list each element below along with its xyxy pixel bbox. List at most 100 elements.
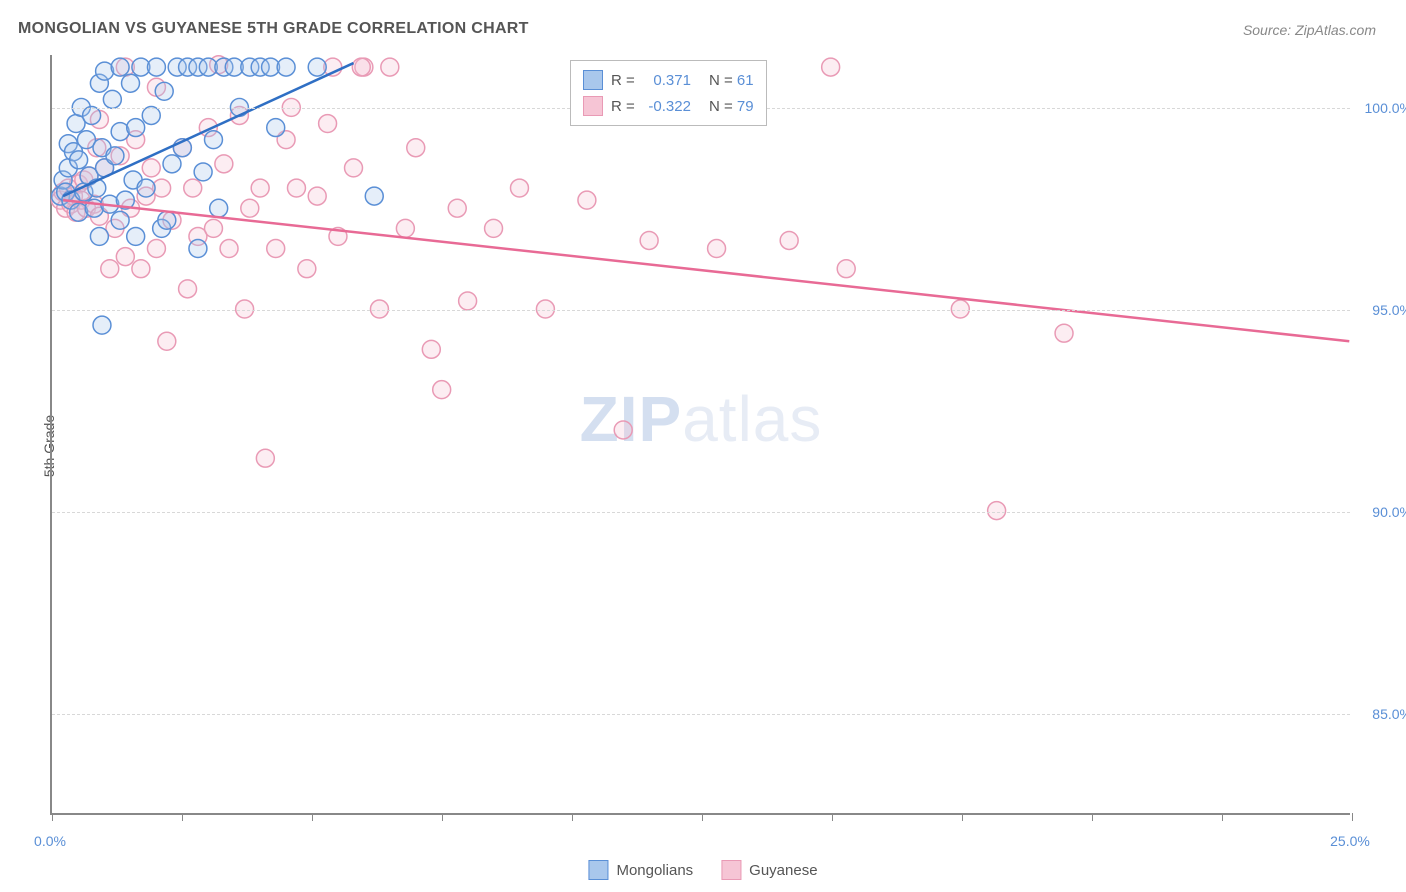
- data-point: [127, 227, 145, 245]
- data-point: [241, 199, 259, 217]
- data-point: [407, 139, 425, 157]
- data-point: [142, 107, 160, 125]
- x-tick-label: 25.0%: [1330, 833, 1370, 849]
- data-point: [90, 227, 108, 245]
- data-point: [111, 211, 129, 229]
- data-point: [184, 179, 202, 197]
- data-point: [422, 340, 440, 358]
- data-point: [205, 131, 223, 149]
- x-tick: [52, 813, 53, 821]
- data-point: [93, 316, 111, 334]
- data-point: [155, 82, 173, 100]
- data-point: [116, 248, 134, 266]
- data-point: [251, 179, 269, 197]
- data-point: [277, 58, 295, 76]
- x-tick: [442, 813, 443, 821]
- x-tick: [1092, 813, 1093, 821]
- plot-svg: [52, 55, 1350, 813]
- trend-line: [63, 200, 1349, 341]
- stats-legend: R = 0.371 N = 61 R = -0.322 N = 79: [570, 60, 767, 126]
- x-tick: [572, 813, 573, 821]
- data-point: [352, 58, 370, 76]
- x-tick-label: 0.0%: [34, 833, 66, 849]
- data-point: [147, 58, 165, 76]
- legend-row: R = -0.322 N = 79: [583, 93, 754, 119]
- x-tick: [702, 813, 703, 821]
- data-point: [511, 179, 529, 197]
- y-tick-label: 90.0%: [1372, 504, 1406, 520]
- data-point: [708, 240, 726, 258]
- grid-line: [52, 512, 1350, 513]
- grid-line: [52, 714, 1350, 715]
- x-tick: [1222, 813, 1223, 821]
- data-point: [142, 159, 160, 177]
- data-point: [433, 381, 451, 399]
- grid-line: [52, 310, 1350, 311]
- data-point: [256, 449, 274, 467]
- legend-row: R = 0.371 N = 61: [583, 67, 754, 93]
- data-point: [210, 199, 228, 217]
- data-point: [70, 151, 88, 169]
- data-point: [822, 58, 840, 76]
- data-point: [267, 240, 285, 258]
- x-tick: [832, 813, 833, 821]
- data-point: [459, 292, 477, 310]
- data-point: [194, 163, 212, 181]
- x-tick: [182, 813, 183, 821]
- data-point: [220, 240, 238, 258]
- data-point: [101, 260, 119, 278]
- legend-swatch: [583, 70, 603, 90]
- source-label: Source: ZipAtlas.com: [1243, 22, 1376, 38]
- data-point: [132, 260, 150, 278]
- data-point: [1055, 324, 1073, 342]
- data-point: [158, 211, 176, 229]
- chart-title: MONGOLIAN VS GUYANESE 5TH GRADE CORRELAT…: [18, 20, 529, 38]
- data-point: [103, 90, 121, 108]
- plot-area: ZIPatlas 85.0%90.0%95.0%100.0%: [50, 55, 1350, 815]
- data-point: [163, 155, 181, 173]
- data-point: [345, 159, 363, 177]
- data-point: [448, 199, 466, 217]
- bottom-legend-label: Guyanese: [749, 862, 817, 879]
- data-point: [158, 332, 176, 350]
- data-point: [485, 219, 503, 237]
- data-point: [205, 219, 223, 237]
- bottom-legend-item: Mongolians: [588, 860, 693, 880]
- data-point: [215, 155, 233, 173]
- data-point: [106, 147, 124, 165]
- legend-r: R = 0.371: [611, 72, 691, 89]
- legend-swatch: [721, 860, 741, 880]
- y-tick-label: 85.0%: [1372, 706, 1406, 722]
- data-point: [396, 219, 414, 237]
- data-point: [988, 502, 1006, 520]
- data-point: [381, 58, 399, 76]
- legend-n: N = 79: [709, 98, 754, 115]
- data-point: [578, 191, 596, 209]
- data-point: [179, 280, 197, 298]
- data-point: [147, 240, 165, 258]
- data-point: [122, 74, 140, 92]
- data-point: [308, 58, 326, 76]
- data-point: [780, 231, 798, 249]
- data-point: [189, 240, 207, 258]
- data-point: [298, 260, 316, 278]
- bottom-legend-label: Mongolians: [616, 862, 693, 879]
- data-point: [127, 119, 145, 137]
- legend-r: R = -0.322: [611, 98, 691, 115]
- data-point: [365, 187, 383, 205]
- data-point: [308, 187, 326, 205]
- data-point: [319, 115, 337, 133]
- y-tick-label: 100.0%: [1365, 100, 1406, 116]
- data-point: [614, 421, 632, 439]
- bottom-legend: Mongolians Guyanese: [588, 860, 817, 880]
- data-point: [640, 231, 658, 249]
- legend-swatch: [588, 860, 608, 880]
- data-point: [267, 119, 285, 137]
- data-point: [83, 107, 101, 125]
- bottom-legend-item: Guyanese: [721, 860, 817, 880]
- data-point: [137, 179, 155, 197]
- x-tick: [1352, 813, 1353, 821]
- data-point: [287, 179, 305, 197]
- legend-swatch: [583, 96, 603, 116]
- x-tick: [312, 813, 313, 821]
